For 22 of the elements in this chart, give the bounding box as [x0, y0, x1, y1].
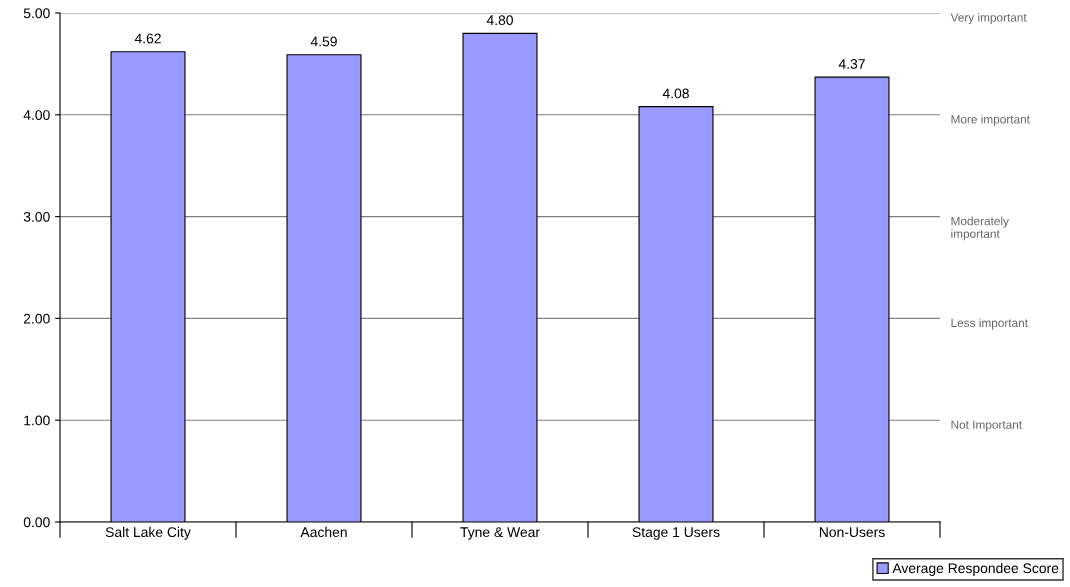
x-tick-label: Stage 1 Users: [632, 527, 720, 540]
x-tick-label: Non-Users: [819, 527, 885, 538]
y-tick-label: 2.00: [23, 313, 50, 324]
legend-label: Average Respondee Score: [892, 562, 1059, 576]
text: Less important: [951, 318, 1028, 330]
y-tick-label: 1.00: [24, 415, 50, 426]
y-tick-label: 3.00: [23, 211, 50, 222]
x-tick-label: Aachen: [300, 526, 347, 538]
data-label: 4.37: [838, 59, 865, 69]
text: Moderately important: [951, 216, 1009, 241]
x-tick-label: Tyne & Wear: [460, 527, 540, 540]
y-tick-label: 5.00: [23, 8, 50, 19]
data-label: 4.08: [662, 88, 689, 99]
data-label: 4.59: [310, 36, 337, 47]
text: More important: [951, 114, 1030, 126]
text: Very important: [950, 13, 1027, 24]
y-tick-label: 4.00: [23, 110, 50, 120]
text: Not Important: [951, 420, 1022, 432]
data-label: 4.62: [134, 33, 161, 44]
x-tick-label: Salt Lake City: [105, 526, 191, 540]
y-tick-label: 0.00: [23, 517, 50, 528]
data-label: 4.80: [486, 15, 513, 26]
